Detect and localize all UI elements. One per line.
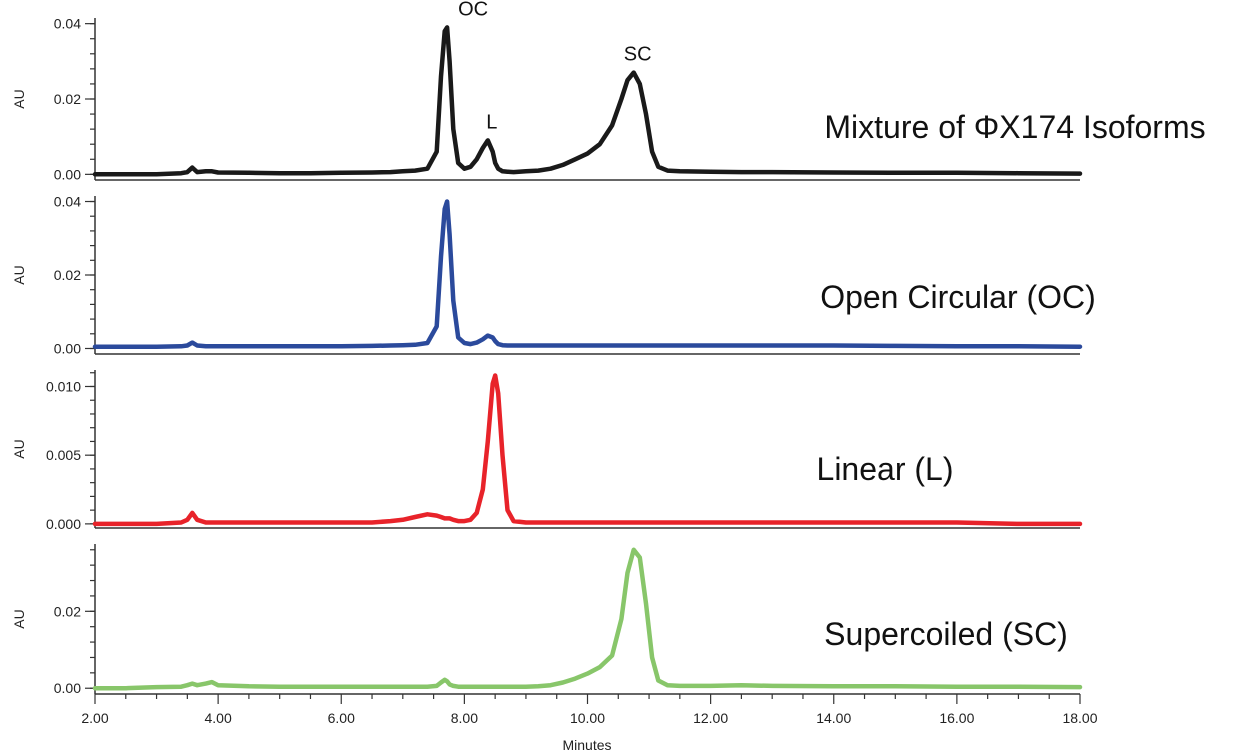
panel-1: 0.00 0.02 0.04 AU Mixture of ΦX174 Isoforms O… <box>11 0 1206 182</box>
panel-label: Supercoiled (SC) <box>824 616 1068 652</box>
peak-label-oc: OC <box>458 0 488 20</box>
y-tick-label: 0.000 <box>46 516 81 532</box>
x-tick-label: 10.00 <box>570 710 605 726</box>
panel-label: Linear (L) <box>817 451 954 487</box>
x-axis-label: Minutes <box>562 737 611 753</box>
x-tick-label: 16.00 <box>939 710 974 726</box>
panels-group: 0.00 0.02 0.04 AU Mixture of ΦX174 Isoforms O… <box>11 0 1206 696</box>
y-axis-label: AU <box>11 265 27 284</box>
y-tick-label: 0.04 <box>54 194 81 210</box>
y-tick-label: 0.00 <box>54 680 81 696</box>
panel-label: Mixture of ΦX174 Isoforms <box>824 109 1205 145</box>
panel-3: 0.000 0.005 0.010 AU Linear (L) <box>11 370 1083 532</box>
x-tick-label: 6.00 <box>328 710 355 726</box>
y-axis-label: AU <box>11 609 27 628</box>
x-tick-label: 8.00 <box>451 710 478 726</box>
series-line-4 <box>92 547 1083 691</box>
series-line-2 <box>92 199 1083 349</box>
x-tick-label: 4.00 <box>205 710 232 726</box>
panel-2: 0.00 0.02 0.04 AU Open Circular (OC) <box>11 194 1096 357</box>
x-tick-label: 12.00 <box>693 710 728 726</box>
x-axis: 2.00 4.00 6.00 8.00 10.00 12.00 14.00 16.00 18.0… <box>81 694 1098 726</box>
peak-label-sc: SC <box>624 44 652 66</box>
x-tick-label: 2.00 <box>81 710 108 726</box>
x-tick-label: 18.00 <box>1062 710 1097 726</box>
y-tick-label: 0.010 <box>46 378 81 394</box>
panel-4: 0.00 0.02 AU Supercoiled (SC) <box>11 544 1083 696</box>
y-tick-label: 0.02 <box>54 603 81 619</box>
x-tick-label: 14.00 <box>816 710 851 726</box>
y-tick-label: 0.00 <box>54 340 81 356</box>
peak-label-l: L <box>486 111 497 133</box>
y-axis-label: AU <box>11 439 27 458</box>
series-line-1 <box>92 25 1083 177</box>
y-tick-label: 0.02 <box>54 91 81 107</box>
y-axis-label: AU <box>11 89 27 108</box>
y-tick-label: 0.00 <box>54 166 81 182</box>
series-line-3 <box>92 373 1083 527</box>
y-tick-label: 0.02 <box>54 267 81 283</box>
panel-label: Open Circular (OC) <box>820 279 1096 315</box>
y-tick-label: 0.005 <box>46 447 81 463</box>
y-tick-label: 0.04 <box>54 16 81 32</box>
